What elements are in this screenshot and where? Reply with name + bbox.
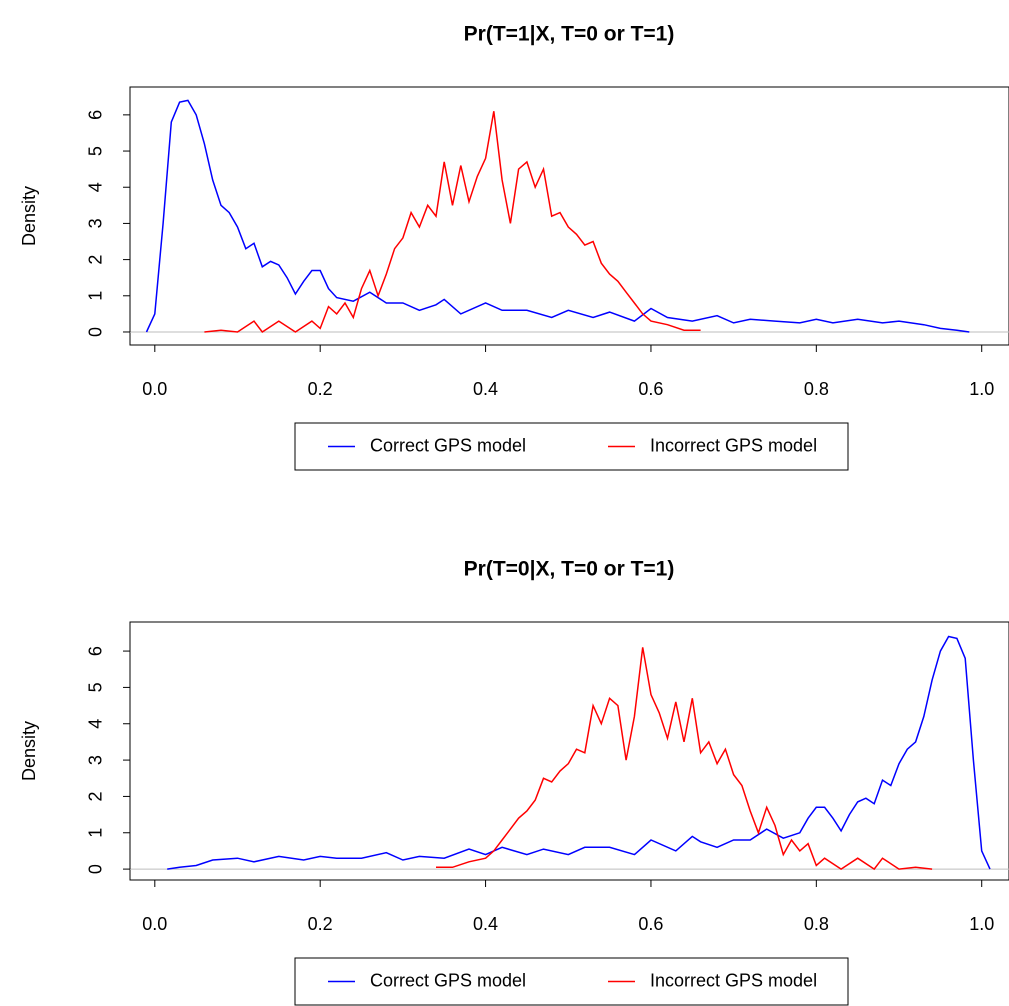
y-tick-label: 5: [86, 682, 106, 692]
x-tick-label: 0.0: [142, 379, 167, 399]
x-tick-label: 0.2: [308, 914, 333, 934]
chart-title: Pr(T=0|X, T=0 or T=1): [464, 558, 675, 581]
y-tick-label: 3: [86, 755, 106, 765]
x-tick-label: 0.6: [638, 914, 663, 934]
y-tick-label: 6: [86, 110, 106, 120]
y-tick-label: 4: [86, 182, 106, 192]
x-tick-label: 0.4: [473, 914, 498, 934]
legend-box: [294, 422, 849, 471]
x-tick-label: 0.4: [473, 379, 498, 399]
density-line: [204, 111, 701, 334]
x-tick-label: 1.0: [969, 914, 994, 934]
y-tick-label: 0: [86, 327, 106, 337]
y-tick-label: 1: [86, 828, 106, 838]
y-tick-label: 1: [86, 291, 106, 301]
density-line: [167, 635, 991, 870]
y-tick-label: 6: [86, 646, 106, 656]
y-tick-label: 4: [86, 719, 106, 729]
x-tick-label: 0.8: [804, 914, 829, 934]
x-tick-label: 1.0: [969, 379, 994, 399]
y-axis-label: Density: [19, 721, 39, 781]
y-tick-label: 0: [86, 864, 106, 874]
legend-label: Incorrect GPS model: [650, 970, 817, 990]
y-tick-label: 2: [86, 791, 106, 801]
plot-frame: [129, 621, 1009, 881]
legend-label: Correct GPS model: [370, 435, 526, 455]
legend-label: Correct GPS model: [370, 970, 526, 990]
density-line: [145, 99, 970, 333]
y-tick-label: 5: [86, 146, 106, 156]
x-tick-label: 0.8: [804, 379, 829, 399]
y-tick-label: 3: [86, 218, 106, 228]
x-tick-label: 0.6: [638, 379, 663, 399]
x-tick-label: 0.2: [308, 379, 333, 399]
y-tick-label: 2: [86, 255, 106, 265]
y-axis-label: Density: [19, 186, 39, 246]
plot-frame: [129, 86, 1009, 346]
x-tick-label: 0.0: [142, 914, 167, 934]
legend-box: [294, 957, 849, 1006]
legend-label: Incorrect GPS model: [650, 435, 817, 455]
chart-title: Pr(T=1|X, T=0 or T=1): [464, 23, 675, 46]
density-line: [436, 647, 933, 871]
